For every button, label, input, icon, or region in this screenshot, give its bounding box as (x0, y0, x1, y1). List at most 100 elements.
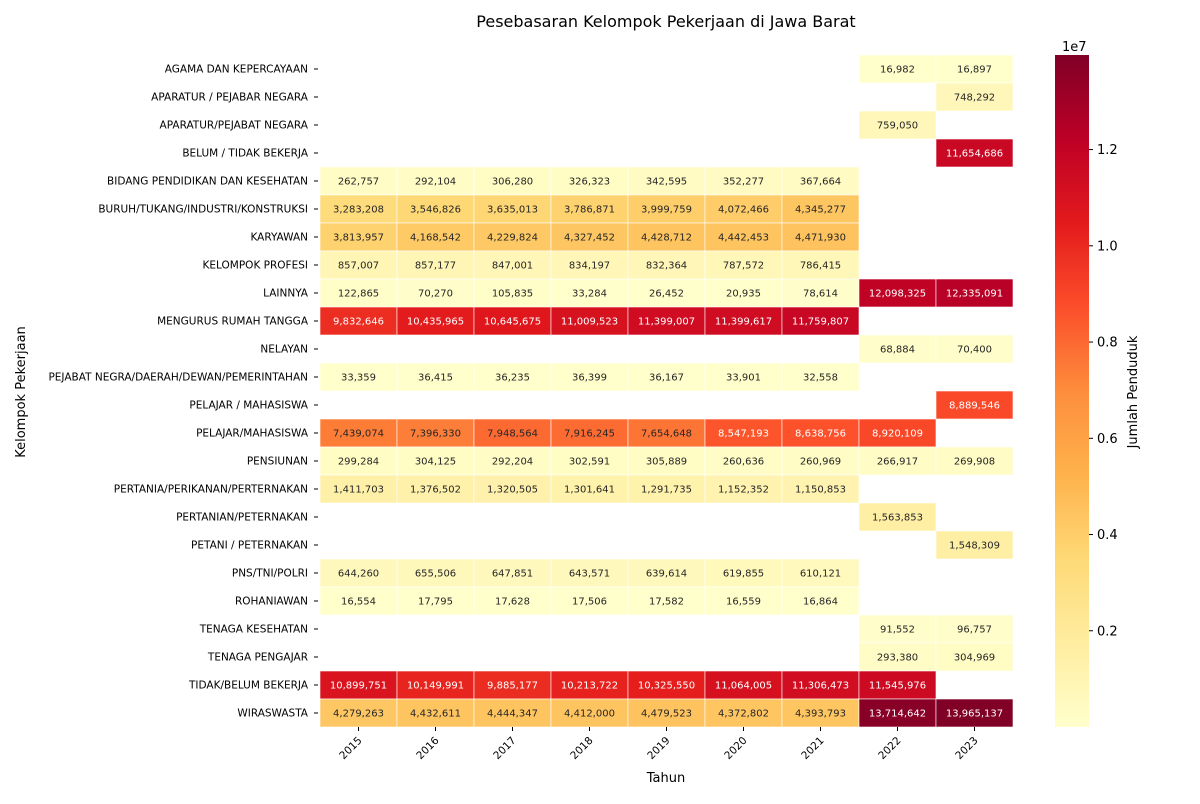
heatmap-cell (319, 474, 398, 504)
cell-value-label: 262,757 (338, 177, 379, 188)
heatmap-cell (781, 194, 860, 224)
cell-value-label: 266,917 (877, 457, 918, 468)
y-tick-label: BIDANG PENDIDIKAN DAN KESEHATAN (107, 176, 308, 188)
heatmap-cell (396, 558, 475, 588)
cell-value-label: 7,439,074 (333, 429, 384, 440)
heatmap-cell (396, 250, 475, 280)
heatmap-cell (858, 110, 937, 140)
cell-value-label: 11,759,807 (792, 317, 849, 328)
cell-value-label: 4,432,611 (410, 709, 461, 720)
cell-value-label: 11,064,005 (715, 681, 772, 692)
heatmap-cell (858, 334, 937, 364)
colorbar-tick-label: 0.4 (1097, 528, 1118, 543)
heatmap-cell (858, 698, 937, 728)
x-tick-label: 2021 (799, 735, 826, 762)
cell-value-label: 11,399,007 (638, 317, 695, 328)
heatmap-cell (473, 558, 552, 588)
cell-value-label: 11,399,617 (715, 317, 772, 328)
colorbar-tick-label: 0.8 (1097, 336, 1118, 351)
y-tick-label: PELAJAR/MAHASISWA (196, 428, 309, 440)
heatmap-cell (781, 446, 860, 476)
heatmap-cell (858, 446, 937, 476)
cell-value-label: 3,635,013 (487, 205, 538, 216)
cell-value-label: 857,177 (415, 261, 456, 272)
cell-value-label: 292,104 (415, 177, 456, 188)
heatmap-cell (627, 586, 706, 616)
heatmap-cell (935, 334, 1014, 364)
cell-value-label: 1,376,502 (410, 485, 461, 496)
cell-value-label: 352,277 (723, 177, 764, 188)
cell-value-label: 10,325,550 (638, 681, 695, 692)
heatmap-cell (781, 362, 860, 392)
heatmap-cell (550, 306, 629, 336)
cell-value-label: 78,614 (803, 289, 838, 300)
colorbar-tick-label: 0.6 (1097, 432, 1118, 447)
cell-value-label: 4,428,712 (641, 233, 692, 244)
y-tick-label: AGAMA DAN KEPERCAYAAN (165, 64, 308, 76)
cell-value-label: 105,835 (492, 289, 533, 300)
heatmap-cell (473, 278, 552, 308)
y-tick-label: PEJABAT NEGRA/DAERAH/DEWAN/PEMERINTAHAN (48, 372, 308, 384)
cell-value-label: 9,832,646 (333, 317, 384, 328)
heatmap-cell (858, 418, 937, 448)
cell-value-label: 10,645,675 (484, 317, 541, 328)
heatmap-cell (319, 586, 398, 616)
heatmap-cell (935, 54, 1014, 84)
cell-value-label: 342,595 (646, 177, 687, 188)
cell-value-label: 4,471,930 (795, 233, 846, 244)
cell-value-label: 4,327,452 (564, 233, 615, 244)
heatmap-cell (473, 166, 552, 196)
cell-value-label: 16,897 (957, 65, 992, 76)
y-tick-label: APARATUR / PEJABAR NEGARA (151, 92, 309, 104)
cell-value-label: 7,396,330 (410, 429, 461, 440)
cell-value-label: 7,948,564 (487, 429, 538, 440)
cell-value-label: 3,283,208 (333, 205, 384, 216)
cell-value-label: 9,885,177 (487, 681, 538, 692)
y-tick-label: TENAGA PENGAJAR (207, 652, 308, 664)
cell-value-label: 8,889,546 (949, 401, 1000, 412)
heatmap-cell (550, 362, 629, 392)
cell-value-label: 832,364 (646, 261, 687, 272)
x-tick-label: 2018 (568, 735, 595, 762)
heatmap-cell (935, 138, 1014, 168)
x-tick-label: 2017 (491, 735, 518, 762)
cell-value-label: 7,654,648 (641, 429, 692, 440)
colorbar-tick-label: 1.0 (1097, 239, 1118, 254)
cell-value-label: 748,292 (954, 93, 995, 104)
cell-value-label: 304,969 (954, 653, 995, 664)
cell-value-label: 8,547,193 (718, 429, 769, 440)
y-tick-label: KARYAWAN (250, 232, 308, 244)
cell-value-label: 122,865 (338, 289, 379, 300)
cell-value-label: 70,400 (957, 345, 992, 356)
heatmap-cell (704, 222, 783, 252)
heatmap-cell (704, 558, 783, 588)
heatmap-cell (319, 446, 398, 476)
cell-value-label: 32,558 (803, 373, 838, 384)
heatmap-cell (550, 670, 629, 700)
cell-value-label: 33,359 (341, 373, 376, 384)
heatmap-cell (935, 82, 1014, 112)
heatmap-cell (627, 306, 706, 336)
heatmap-cell (781, 586, 860, 616)
heatmap-cell (396, 474, 475, 504)
cell-value-label: 655,506 (415, 569, 456, 580)
cell-value-label: 759,050 (877, 121, 918, 132)
heatmap-cell (935, 390, 1014, 420)
heatmap-cell (396, 418, 475, 448)
cell-value-label: 1,150,853 (795, 485, 846, 496)
cell-value-label: 17,506 (572, 597, 607, 608)
cell-value-label: 12,335,091 (946, 289, 1003, 300)
cell-value-label: 639,614 (646, 569, 687, 580)
heatmap-cell (858, 614, 937, 644)
heatmap-cell (704, 362, 783, 392)
heatmap-cell (627, 362, 706, 392)
cell-value-label: 16,864 (803, 597, 838, 608)
cell-value-label: 847,001 (492, 261, 533, 272)
y-tick-label: WIRASWASTA (237, 708, 308, 720)
heatmap-cell (627, 670, 706, 700)
cell-value-label: 11,306,473 (792, 681, 849, 692)
x-tick-label: 2019 (645, 735, 672, 762)
heatmap-cell (550, 222, 629, 252)
cell-value-label: 17,795 (418, 597, 453, 608)
heatmap-cell (473, 362, 552, 392)
